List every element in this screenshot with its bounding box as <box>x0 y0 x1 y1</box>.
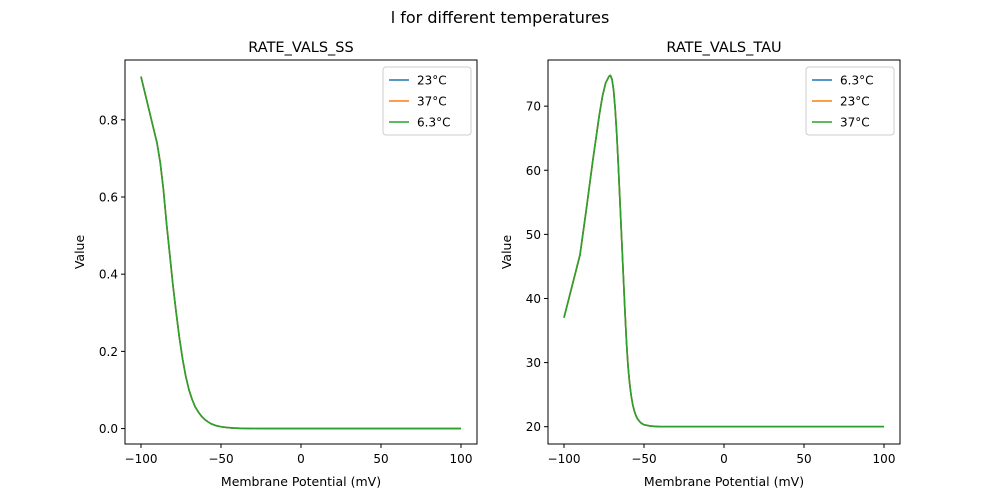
figure-suptitle: l for different temperatures <box>391 8 610 27</box>
legend-label: 6.3°C <box>840 74 873 88</box>
axes-rate-vals-ss: RATE_VALS_SS −100 −50 0 50 100 0.0 0.2 0.4 0.6 0.8… <box>72 40 478 489</box>
y-tick-label: 30 <box>526 356 541 370</box>
y-tick-label: 0.4 <box>99 268 118 282</box>
y-tick-label: 0.0 <box>99 422 118 436</box>
legend: 23°C 37°C 6.3°C <box>382 66 472 136</box>
x-axis-label: Membrane Potential (mV) <box>644 474 804 489</box>
x-tick-label: 0 <box>720 452 728 466</box>
x-tick-label: 50 <box>373 452 388 466</box>
y-tick-label: 40 <box>526 292 541 306</box>
x-tick-label: −100 <box>548 452 581 466</box>
legend-label: 37°C <box>417 95 447 109</box>
x-tick-label: 100 <box>873 452 896 466</box>
axes-title: RATE_VALS_SS <box>248 40 353 56</box>
legend-frame <box>382 66 472 136</box>
legend-label: 37°C <box>840 116 870 130</box>
y-axis-label: Value <box>72 235 87 270</box>
y-tick-label: 50 <box>526 228 541 242</box>
legend-frame <box>805 66 895 136</box>
y-tick-label: 0.2 <box>99 345 118 359</box>
legend: 6.3°C 23°C 37°C <box>805 66 895 136</box>
legend-label: 23°C <box>417 74 447 88</box>
y-tick-label: 70 <box>526 100 541 114</box>
series-line-6-3-C <box>140 76 461 430</box>
x-tick-label: −50 <box>208 452 233 466</box>
x-tick-label: −50 <box>631 452 656 466</box>
x-tick-label: 100 <box>450 452 473 466</box>
y-tick-label: 20 <box>526 420 541 434</box>
series-line-37-C <box>563 74 884 428</box>
x-axis-label: Membrane Potential (mV) <box>221 474 381 489</box>
x-tick-label: 0 <box>297 452 305 466</box>
legend-label: 23°C <box>840 95 870 109</box>
axes-title: RATE_VALS_TAU <box>666 40 781 56</box>
y-tick-label: 60 <box>526 164 541 178</box>
y-tick-label: 0.8 <box>99 113 118 127</box>
y-axis-label: Value <box>499 235 514 270</box>
y-tick-label: 0.6 <box>99 191 118 205</box>
x-tick-label: 50 <box>796 452 811 466</box>
axes-rate-vals-tau: RATE_VALS_TAU −100 −50 0 50 100 20 30 40 50 60 70 Me… <box>499 40 901 489</box>
legend-label: 6.3°C <box>417 116 450 130</box>
x-tick-label: −100 <box>125 452 158 466</box>
